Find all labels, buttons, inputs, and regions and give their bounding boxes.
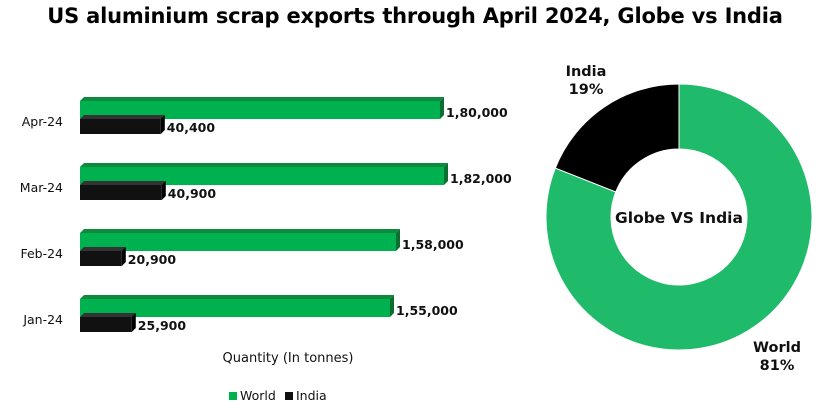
india-bar-feb-24 <box>80 247 126 266</box>
world-slice <box>545 83 813 351</box>
world-legend-swatch <box>229 392 237 400</box>
world-value-label-feb-24: 1,58,000 <box>402 237 464 252</box>
world-bar-feb-24 <box>80 229 400 251</box>
world-legend-label: World <box>240 388 276 403</box>
category-label-mar-24: Mar-24 <box>20 180 63 195</box>
world-value-label-mar-24: 1,82,000 <box>450 171 512 186</box>
legend: World India <box>229 388 327 403</box>
india-value-label-mar-24: 40,900 <box>168 186 217 201</box>
world-value-label-apr-24: 1,80,000 <box>446 105 508 120</box>
bar-chart: Apr-24 1,80,000 40,400 Mar-24 1,82,000 40,900… <box>20 97 512 403</box>
india-bar-jan-24 <box>80 313 136 332</box>
india-value-label-feb-24: 20,900 <box>128 252 177 267</box>
category-label-feb-24: Feb-24 <box>20 246 63 261</box>
world-bar-mar-24 <box>80 163 448 185</box>
india-slice <box>554 83 680 193</box>
world-slice-name: World <box>753 340 801 356</box>
india-slice-percent: 19% <box>569 82 604 98</box>
bar-group: Apr-24 1,80,000 40,400 Mar-24 1,82,000 40,900… <box>20 97 512 333</box>
category-label-apr-24: Apr-24 <box>22 114 63 129</box>
india-value-label-jan-24: 25,900 <box>138 318 187 333</box>
india-value-label-apr-24: 40,400 <box>167 120 216 135</box>
donut-group: World 81% India 19% <box>545 64 813 374</box>
donut-center-label: Globe VS India <box>615 209 743 227</box>
category-label-jan-24: Jan-24 <box>22 312 63 327</box>
world-bar-jan-24 <box>80 295 394 317</box>
world-value-label-jan-24: 1,55,000 <box>396 303 458 318</box>
chart-title: US aluminium scrap exports through April… <box>47 4 783 28</box>
world-slice-percent: 81% <box>760 358 795 374</box>
world-bar-apr-24 <box>80 97 444 119</box>
x-axis-label: Quantity (In tonnes) <box>223 351 354 366</box>
india-slice-name: India <box>566 64 607 80</box>
india-bar-apr-24 <box>80 115 165 134</box>
india-bar-mar-24 <box>80 181 166 200</box>
india-legend-label: India <box>296 388 327 403</box>
india-legend-swatch <box>285 392 293 400</box>
